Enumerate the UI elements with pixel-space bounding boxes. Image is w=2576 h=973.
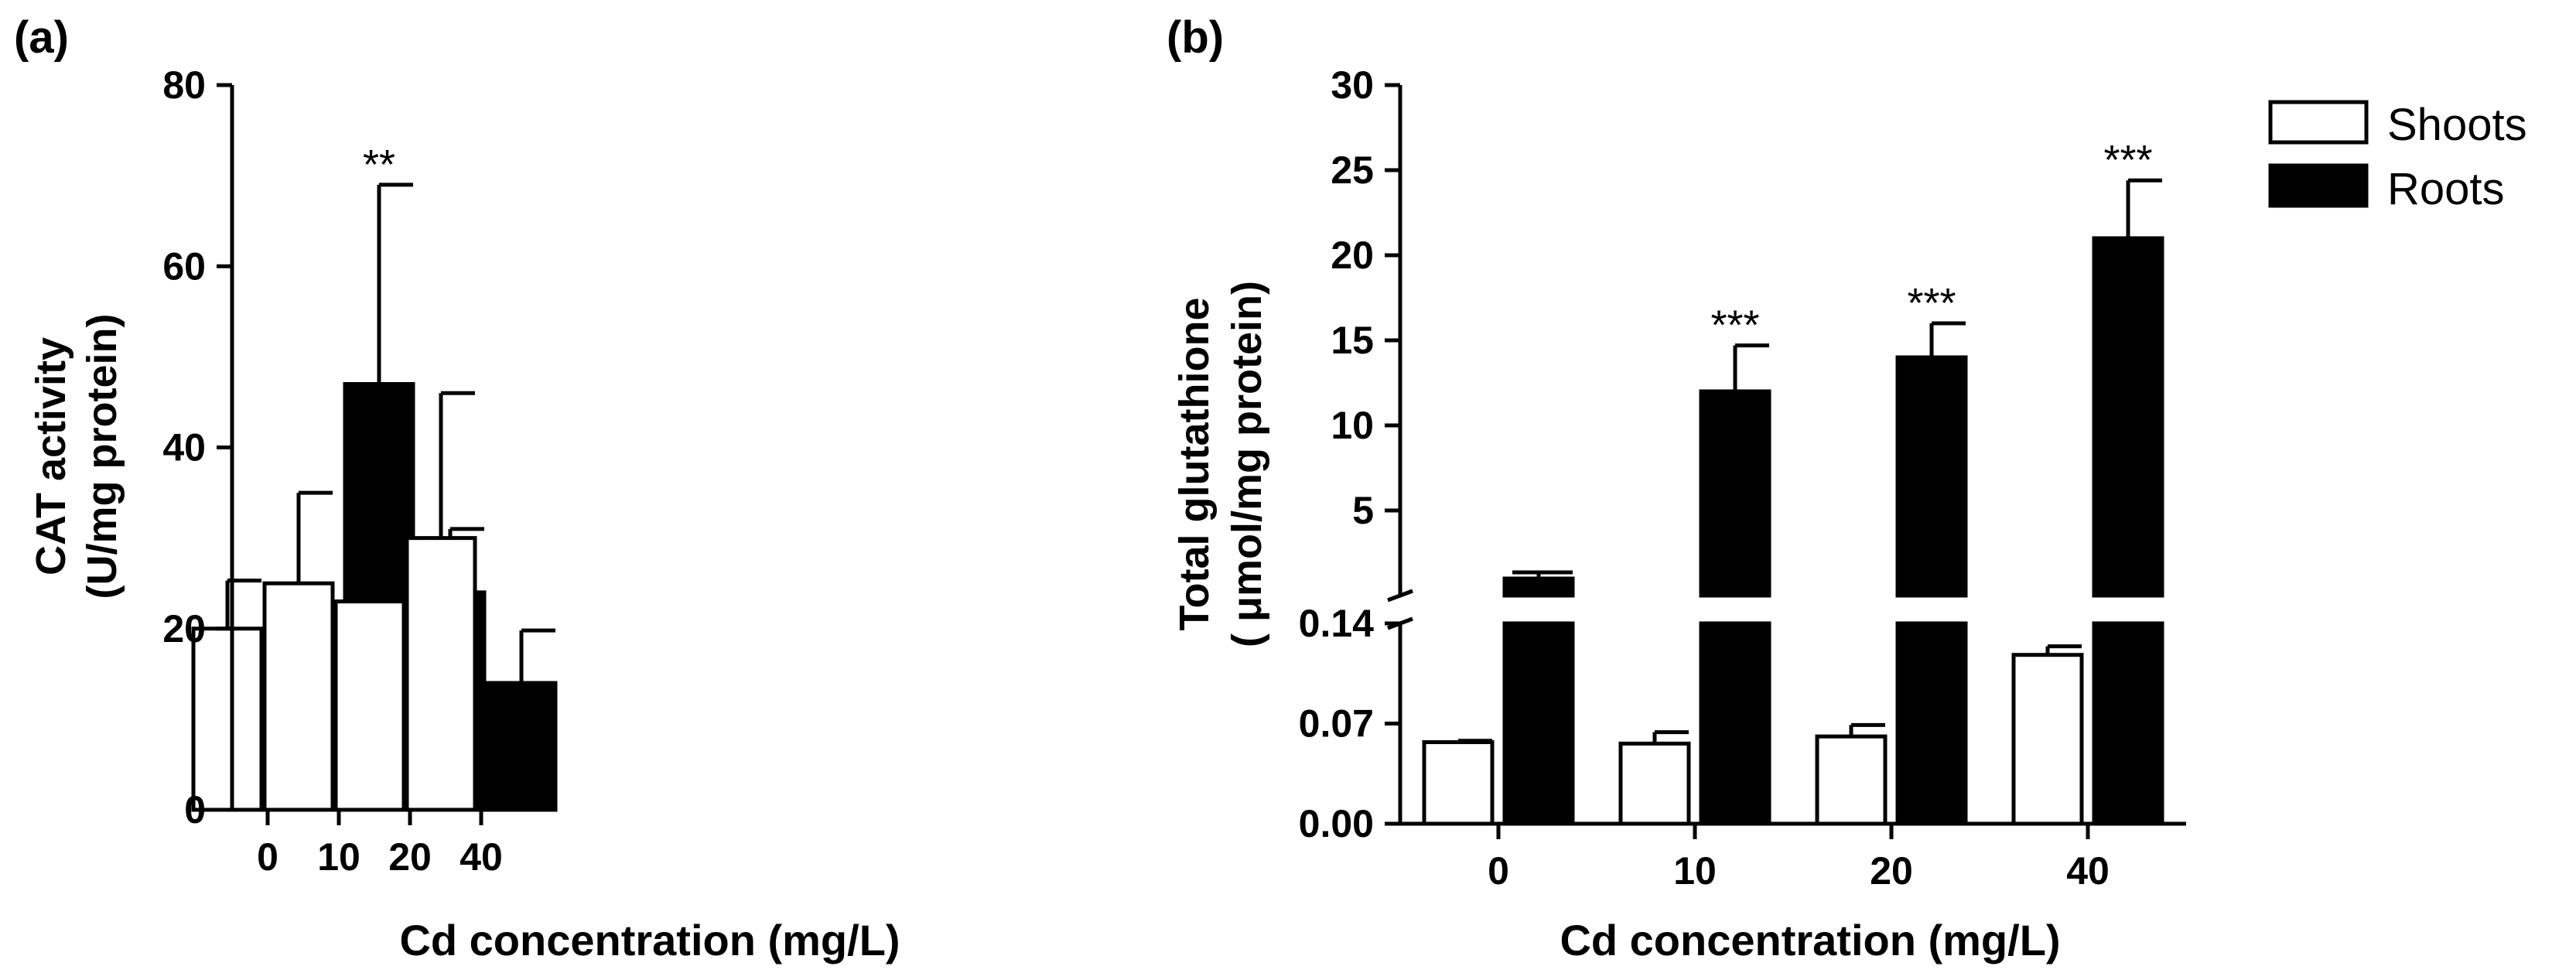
panel-a-axes: 0 20 40 60 80 0 10 20 40: [162, 63, 517, 879]
legend-label-shoots: Shoots: [2387, 100, 2527, 150]
legend-label-roots: Roots: [2387, 164, 2505, 214]
panel-b-bar-roots-upper: [2092, 236, 2164, 598]
panel-b-xtick-label: 20: [1870, 849, 1913, 893]
panel-a-ytick-label: 20: [162, 607, 206, 650]
panel-b-ytick-label: 0.00: [1299, 802, 1374, 845]
legend-swatch-roots: [2268, 163, 2369, 208]
panel-b-ytick-label: 0.14: [1299, 602, 1375, 645]
panel-b-ytick-label: 25: [1331, 149, 1374, 192]
panel-a-ylabel-line2: (U/mg protein): [79, 314, 125, 599]
panel-b-ylabel-line2: ( μmol/mg protein): [1224, 281, 1270, 647]
panel-a-bar-shoots: [262, 581, 335, 812]
panel-a-ytick-label: 80: [162, 63, 206, 107]
panel-a-bar-shoots: [333, 599, 406, 812]
panel-b-bars: *** *** ***: [1422, 137, 2164, 826]
panel-b-xtick-label: 10: [1673, 849, 1717, 893]
panel-b-axis-break-gap: [1377, 598, 2194, 621]
panel-b-bar-roots-upper: [1699, 389, 1771, 598]
panel-b-break-slash-upper: [1387, 589, 1413, 603]
panel-b-bar-shoots: [1815, 734, 1888, 826]
legend: Shoots Roots: [2268, 100, 2527, 214]
panel-b-ylabel: Total glutathione: [1171, 298, 1218, 631]
panel-a-xtick-label: 10: [317, 835, 360, 879]
panel-b-break-slash-lower: [1387, 616, 1413, 630]
panel-b-significance: ***: [2103, 137, 2152, 183]
panel-b-significance: ***: [1907, 280, 1956, 326]
panel-b-bar-roots-upper: [1502, 576, 1575, 598]
legend-swatch-shoots: [2268, 100, 2369, 145]
panel-b-ytick-label: 15: [1331, 319, 1374, 362]
panel-a-bars: **: [191, 142, 558, 812]
panel-b-bar-roots-upper: [1895, 355, 1968, 598]
panel-b-xtick-label: 40: [2066, 849, 2110, 893]
panel-a-ytick-label: 0: [184, 788, 206, 831]
panel-a-xtick-label: 40: [460, 835, 503, 879]
panel-b-ytick-label: 30: [1331, 63, 1374, 107]
panel-a-xtick-label: 20: [388, 835, 432, 879]
panel-b-significance: ***: [1710, 302, 1759, 349]
panel-b-bar-roots-lower: [2092, 621, 2164, 826]
panel-b-ytick-label: 20: [1331, 234, 1374, 277]
panel-a-label: (a): [14, 12, 69, 63]
panel-b: (b) Total glutathione ( μmol/mg protein)…: [1167, 12, 2194, 964]
panel-a-xlabel: Cd concentration (mg/L): [399, 916, 900, 964]
panel-b-ytick-label: 0.07: [1299, 702, 1374, 746]
panel-b-bar-roots-lower: [1502, 621, 1575, 826]
panel-a-ylabel: CAT activity: [28, 337, 74, 575]
panel-a-significance: **: [363, 142, 395, 188]
panel-b-bar-roots-lower: [1895, 621, 1968, 826]
panel-a-xtick-label: 0: [257, 835, 278, 879]
panel-b-xtick-label: 0: [1488, 849, 1509, 893]
panel-b-ytick-label: 5: [1352, 489, 1374, 532]
panel-b-bar-shoots: [1422, 740, 1495, 826]
panel-b-label: (b): [1167, 12, 1224, 63]
panel-b-xlabel: Cd concentration (mg/L): [1560, 916, 2060, 964]
panel-a-ytick-label: 40: [162, 426, 206, 469]
panel-a-bar-roots: [485, 681, 558, 812]
panel-b-ytick-label: 10: [1331, 404, 1374, 447]
panel-b-bar-shoots: [2011, 653, 2084, 826]
panel-a-ytick-label: 60: [162, 244, 206, 288]
panel-a-bar-shoots: [405, 536, 477, 812]
panel-a: (a) CAT activity (U/mg protein) Cd conce…: [14, 12, 900, 964]
panel-a-bar-shoots: [191, 626, 264, 812]
panel-b-axes: 0.00 0.07 0.14 5 10 15 20 25 30 0 10 20 40: [1299, 63, 2194, 893]
panel-b-bar-shoots: [1618, 741, 1691, 826]
panel-b-bar-roots-lower: [1699, 621, 1771, 826]
